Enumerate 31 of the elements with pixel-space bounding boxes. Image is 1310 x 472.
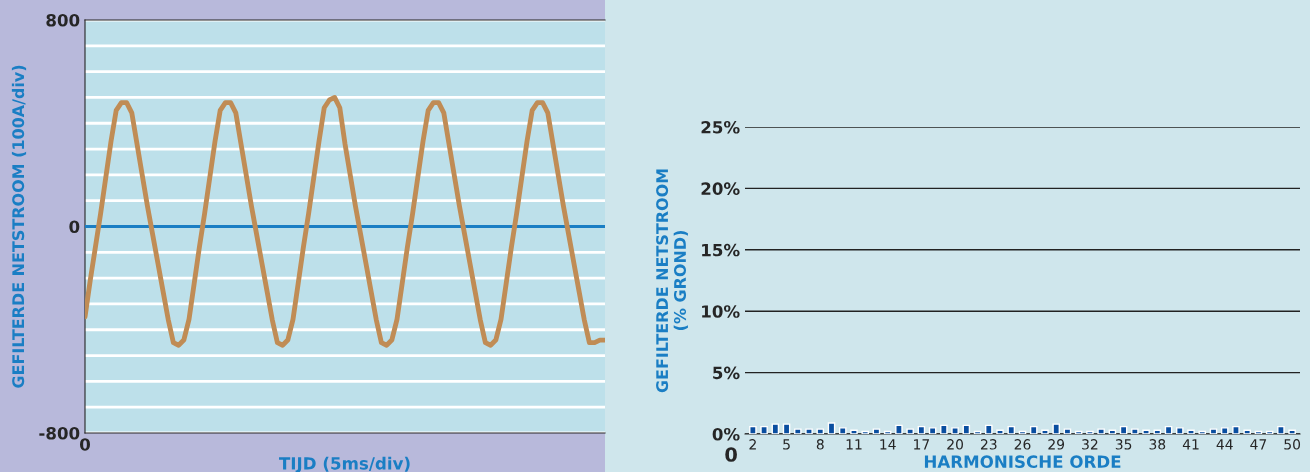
x-tick-label: 11 [846, 439, 862, 450]
x-tick-label: 29 [1048, 439, 1065, 450]
x-tick-label: 47 [1250, 439, 1267, 450]
y-tick-label: 0 [69, 220, 80, 234]
y-tick-label: 10% [702, 305, 740, 318]
y-tick-label: -800 [39, 426, 80, 440]
x-tick-label: 14 [880, 439, 896, 450]
x-tick-label: 35 [1115, 439, 1132, 450]
x-tick-label: 38 [1149, 439, 1166, 450]
y-tick-label: 15% [702, 243, 740, 257]
y-tick-label: 20% [701, 182, 740, 195]
x-tick-label: 20 [947, 439, 964, 450]
x-tick-label: 23 [980, 439, 997, 450]
x-tick-label: 8 [816, 439, 824, 450]
x-tick-label: 50 [1284, 439, 1301, 450]
x-tick-label: 5 [783, 439, 790, 450]
x-axis-title: HARMONISCHE ORDE [924, 455, 1121, 468]
x-tick-label: 32 [1082, 439, 1098, 450]
x-tick-label: 2 [749, 439, 756, 450]
x-tick-label: 41 [1182, 439, 1199, 450]
x-axis-title: TIJD (5ms/div) [279, 456, 410, 472]
x-tick-label: 17 [914, 439, 930, 450]
x-tick-label: 0 [80, 438, 90, 451]
y-tick-label: 5% [713, 366, 740, 380]
y-tick-label: 25% [701, 120, 740, 134]
y-axis-title: GEFILTERDE NETSTROOM (100A/div) [11, 65, 27, 388]
y-axis-title: GEFILTERDE NETSTROOM (% GROND) [656, 169, 688, 393]
x-tick-label: 44 [1216, 439, 1233, 450]
x-tick-label: 26 [1014, 439, 1031, 450]
y-tick-label: 0% [712, 427, 740, 441]
y-tick-label: 800 [46, 13, 80, 27]
